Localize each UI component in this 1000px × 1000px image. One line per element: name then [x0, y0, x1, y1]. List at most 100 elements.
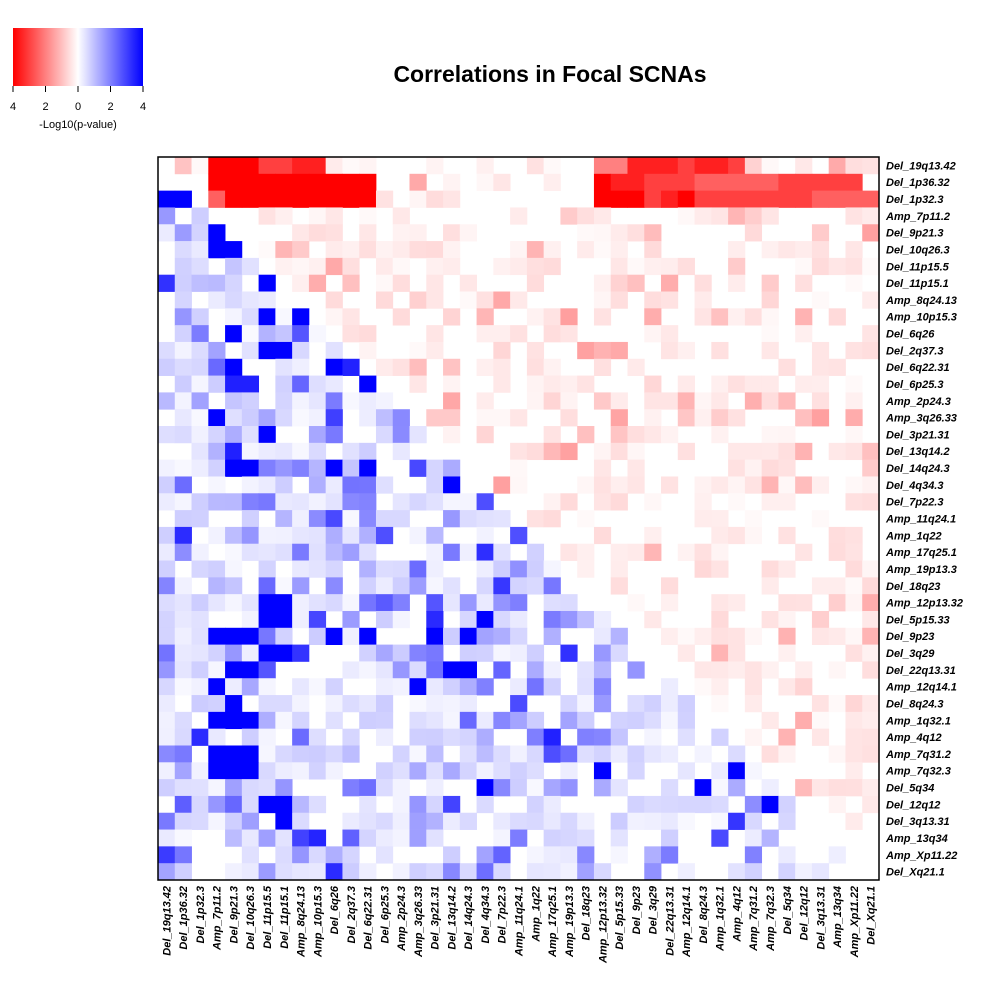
heatmap-cell	[744, 728, 763, 746]
heatmap-cell	[174, 493, 192, 511]
heatmap-cell	[241, 476, 260, 494]
heatmap-cell	[694, 493, 712, 511]
column-label: Del_1p32.3	[195, 886, 207, 943]
heatmap-cell	[191, 543, 209, 561]
heatmap-cell	[426, 745, 444, 763]
row-label: Amp_7p11.2	[885, 211, 950, 223]
heatmap-cell	[845, 560, 863, 578]
heatmap-cell	[359, 779, 377, 797]
row-label: Amp_7q31.2	[885, 749, 951, 761]
heatmap-cell	[409, 678, 427, 696]
heatmap-cell	[677, 863, 695, 881]
column-label: Del_6q22.31	[363, 886, 375, 950]
heatmap-cell	[795, 375, 813, 393]
heatmap-cell	[409, 795, 427, 814]
heatmap-cell	[811, 392, 830, 410]
heatmap-cell	[593, 493, 612, 511]
heatmap-cell	[443, 257, 461, 276]
heatmap-cell	[476, 762, 494, 780]
heatmap-cell	[845, 375, 863, 393]
heatmap-cell	[543, 678, 561, 696]
heatmap-cell	[644, 745, 662, 763]
heatmap-cell	[510, 678, 528, 696]
heatmap-cell	[711, 728, 729, 746]
heatmap-cell	[476, 644, 494, 662]
heatmap-cell	[845, 257, 863, 276]
heatmap-cell	[661, 745, 679, 763]
heatmap-cell	[325, 308, 343, 326]
heatmap-cell	[409, 644, 427, 662]
heatmap-cell	[208, 745, 226, 763]
heatmap-cell	[795, 409, 813, 427]
heatmap-cell	[426, 695, 444, 713]
heatmap-cell	[308, 594, 327, 612]
heatmap-cell	[241, 442, 260, 461]
heatmap-cell	[543, 863, 561, 881]
heatmap-cell	[493, 476, 511, 494]
heatmap-cell	[560, 711, 578, 730]
heatmap-cell	[577, 846, 595, 864]
heatmap-cell	[258, 291, 276, 309]
heatmap-cell	[761, 190, 779, 208]
heatmap-cell	[644, 526, 662, 545]
heatmap-cell	[342, 274, 360, 292]
heatmap-cell	[241, 795, 260, 814]
heatmap-cell	[359, 510, 377, 528]
heatmap-cell	[426, 257, 444, 276]
heatmap-cell	[392, 863, 410, 881]
heatmap-cell	[158, 644, 176, 662]
heatmap-cell	[241, 291, 260, 309]
heatmap-cell	[443, 392, 461, 410]
heatmap-cell	[560, 325, 578, 343]
heatmap-cell	[174, 728, 192, 746]
column-label: Amp_7p11.2	[212, 886, 224, 951]
heatmap-cell	[510, 577, 528, 595]
colorbar-tick-label: 2	[107, 101, 113, 113]
row-label: Del_1p32.3	[886, 194, 943, 206]
heatmap-cell	[275, 459, 293, 477]
heatmap-cell	[493, 341, 511, 360]
row-label: Del_Xq21.1	[886, 867, 945, 879]
heatmap-cell	[661, 392, 679, 410]
heatmap-cell	[593, 308, 612, 326]
heatmap-cell	[845, 644, 863, 662]
heatmap-cell	[828, 795, 846, 814]
heatmap-cell	[443, 695, 461, 713]
heatmap-cell	[543, 493, 561, 511]
heatmap-cell	[174, 476, 192, 494]
heatmap-cell	[510, 762, 528, 780]
heatmap-cell	[174, 863, 192, 881]
heatmap-cell	[292, 510, 310, 528]
heatmap-cell	[610, 627, 628, 645]
heatmap-cell	[610, 291, 628, 309]
heatmap-cell	[342, 459, 360, 477]
heatmap-cell	[258, 526, 276, 545]
heatmap-cell	[577, 610, 595, 629]
heatmap-cell	[174, 224, 192, 242]
heatmap-cell	[560, 812, 578, 830]
heatmap-cell	[174, 274, 192, 292]
heatmap-cell	[208, 762, 226, 780]
heatmap-cell	[510, 695, 528, 713]
heatmap-cell	[258, 863, 276, 881]
heatmap-cell	[392, 762, 410, 780]
column-label: Del_1p36.32	[178, 886, 190, 950]
heatmap-cell	[174, 426, 192, 444]
heatmap-cell	[694, 745, 712, 763]
heatmap-cell	[308, 224, 327, 242]
heatmap-cell	[174, 190, 192, 208]
heatmap-cell	[275, 779, 293, 797]
heatmap-cell	[476, 173, 494, 192]
heatmap-cell	[426, 291, 444, 309]
heatmap-cell	[158, 627, 176, 645]
heatmap-cell	[409, 560, 427, 578]
heatmap-cell	[191, 728, 209, 746]
heatmap-cell	[275, 207, 293, 225]
heatmap-cell	[292, 846, 310, 864]
heatmap-cell	[711, 695, 729, 713]
heatmap-cell	[510, 745, 528, 763]
heatmap-cell	[426, 829, 444, 847]
heatmap-cell	[225, 409, 243, 427]
heatmap-cell	[677, 173, 695, 192]
heatmap-cell	[677, 392, 695, 410]
